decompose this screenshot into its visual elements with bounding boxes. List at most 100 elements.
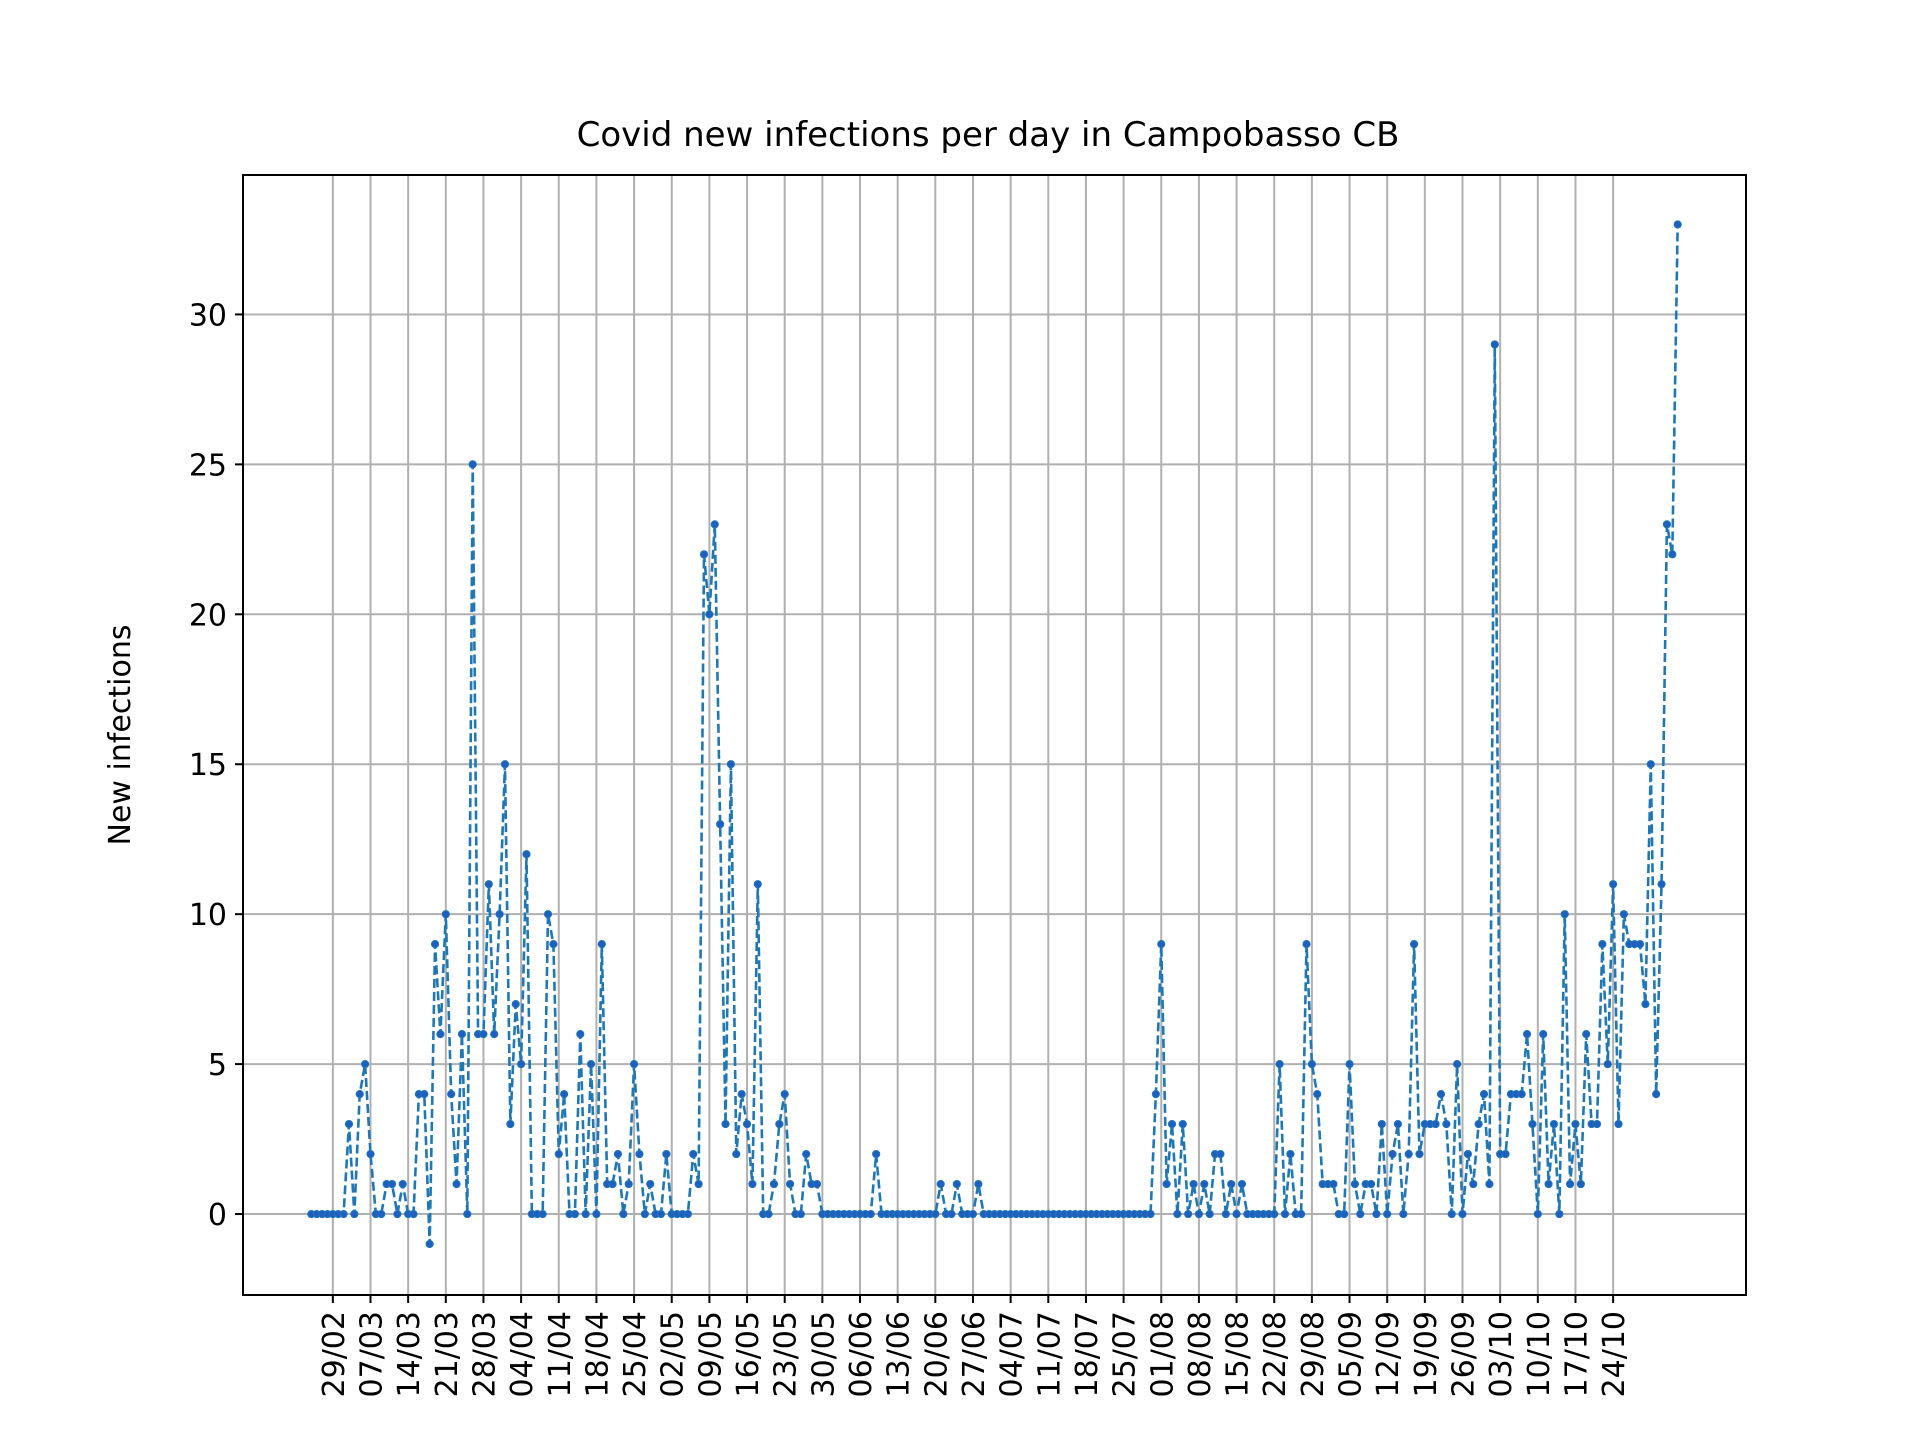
- data-point: [764, 1209, 773, 1219]
- data-point: [1539, 1030, 1548, 1039]
- series-path: [311, 224, 1679, 1245]
- data-point: [1151, 1089, 1160, 1099]
- x-tick-label: 12/09: [1371, 1311, 1406, 1397]
- data-point: [1490, 340, 1499, 349]
- data-point: [796, 1209, 805, 1219]
- data-point: [549, 940, 558, 949]
- data-point: [554, 1149, 563, 1159]
- data-point: [457, 1030, 467, 1039]
- x-tick-label: 18/07: [1070, 1311, 1105, 1397]
- data-point: [1232, 1209, 1241, 1219]
- data-point: [1474, 1119, 1483, 1129]
- x-tick-label: 13/06: [882, 1311, 917, 1397]
- x-axis: 29/02 07/03 14/03 21/03 28/03 04/04 11/04 18/04…: [317, 1295, 1632, 1397]
- x-tick-label: 17/10: [1559, 1311, 1594, 1397]
- x-tick-label: 24/10: [1597, 1311, 1632, 1397]
- data-point: [570, 1209, 580, 1219]
- y-tick-label: 30: [189, 298, 227, 333]
- data-point: [344, 1119, 354, 1129]
- data-point: [1146, 1209, 1155, 1219]
- data-point: [1501, 1149, 1510, 1159]
- data-point: [517, 1060, 526, 1069]
- y-axis: 0 5 10 15 20 25 30: [189, 298, 243, 1233]
- data-point: [543, 910, 553, 919]
- data-point: [1598, 940, 1607, 949]
- data-point: [1603, 1060, 1612, 1069]
- x-tick-label: 04/04: [505, 1311, 540, 1397]
- data-point: [398, 1179, 407, 1189]
- data-point: [705, 610, 714, 619]
- data-point: [1469, 1179, 1478, 1189]
- data-point: [355, 1089, 364, 1099]
- data-point: [1237, 1179, 1247, 1189]
- data-point: [1479, 1089, 1489, 1099]
- data-point: [1286, 1149, 1295, 1159]
- data-point: [1662, 520, 1672, 529]
- data-point: [952, 1179, 961, 1189]
- data-point: [635, 1149, 644, 1159]
- y-tick-label: 0: [208, 1198, 227, 1233]
- data-point: [1194, 1209, 1204, 1219]
- data-point: [463, 1209, 472, 1219]
- data-point: [1366, 1179, 1376, 1189]
- data-point: [1673, 220, 1682, 229]
- data-point: [1415, 1149, 1424, 1159]
- data-point: [936, 1179, 945, 1189]
- x-tick-label: 14/03: [392, 1311, 427, 1397]
- data-point: [1173, 1209, 1182, 1219]
- data-point: [1162, 1179, 1171, 1189]
- data-point: [1582, 1030, 1591, 1039]
- data-markers: [307, 220, 1682, 1249]
- data-point: [1221, 1209, 1230, 1219]
- data-point: [780, 1089, 789, 1099]
- x-tick-label: 19/09: [1409, 1311, 1444, 1397]
- data-point: [430, 940, 440, 949]
- data-point: [1345, 1060, 1354, 1069]
- data-point: [576, 1030, 585, 1039]
- data-point: [586, 1060, 596, 1069]
- data-point: [737, 1089, 746, 1099]
- data-point: [436, 1030, 445, 1039]
- data-point: [1340, 1209, 1349, 1219]
- data-point: [968, 1209, 978, 1219]
- y-tick-label: 25: [189, 448, 227, 483]
- data-point: [1404, 1149, 1413, 1159]
- x-tick-label: 11/04: [543, 1311, 578, 1397]
- data-point: [1313, 1089, 1322, 1099]
- data-point: [1447, 1209, 1456, 1219]
- data-point: [1463, 1149, 1472, 1159]
- series-line: [311, 224, 1679, 1245]
- x-tick-label: 29/08: [1296, 1311, 1331, 1397]
- data-point: [425, 1239, 434, 1249]
- data-point: [608, 1179, 617, 1189]
- data-point: [629, 1060, 639, 1069]
- chart-title: Covid new infections per day in Campobas…: [577, 115, 1400, 155]
- x-tick-label: 25/07: [1108, 1311, 1143, 1397]
- data-point: [560, 1089, 569, 1099]
- data-point: [1393, 1119, 1403, 1129]
- data-point: [1453, 1060, 1462, 1069]
- data-point: [339, 1209, 348, 1219]
- data-point: [785, 1179, 795, 1189]
- data-point: [1409, 940, 1419, 949]
- x-tick-label: 28/03: [467, 1311, 502, 1397]
- data-point: [1200, 1179, 1209, 1189]
- x-tick-label: 03/10: [1484, 1311, 1519, 1397]
- data-point: [1646, 760, 1655, 769]
- data-point: [1565, 1179, 1575, 1189]
- data-point: [1641, 1000, 1650, 1009]
- data-point: [1657, 880, 1666, 889]
- data-point: [441, 910, 450, 919]
- x-tick-label: 30/05: [806, 1311, 841, 1397]
- data-point: [1280, 1209, 1290, 1219]
- data-point: [581, 1209, 590, 1219]
- data-point: [656, 1209, 666, 1219]
- grid: [243, 175, 1746, 1295]
- x-tick-label: 04/07: [995, 1311, 1030, 1397]
- data-point: [377, 1209, 386, 1219]
- data-point: [1635, 940, 1645, 949]
- data-point: [1297, 1209, 1306, 1219]
- data-point: [694, 1179, 703, 1189]
- data-point: [1436, 1089, 1446, 1099]
